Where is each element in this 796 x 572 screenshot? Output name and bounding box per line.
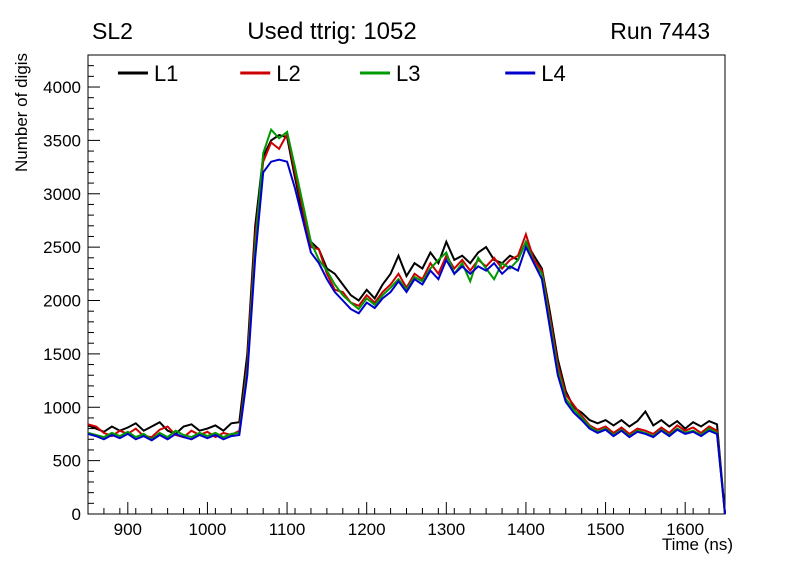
x-tick-label: 1300 [427, 520, 465, 539]
y-tick-label: 3500 [43, 131, 81, 150]
x-tick-label: 900 [114, 520, 142, 539]
y-tick-label: 1000 [43, 398, 81, 417]
legend-label-L2: L2 [276, 61, 300, 86]
x-tick-label: 1600 [666, 520, 704, 539]
series-line-L2 [87, 131, 726, 515]
x-tick-label: 1100 [269, 520, 306, 539]
x-tick-label: 1200 [348, 520, 386, 539]
legend-label-L4: L4 [541, 61, 565, 86]
x-tick-label: 1500 [587, 520, 625, 539]
x-tick-label: 1000 [189, 520, 227, 539]
y-tick-label: 3000 [43, 185, 81, 204]
run-label: Run 7443 [610, 18, 710, 44]
legend-label-L1: L1 [154, 61, 178, 86]
series-line-L1 [87, 134, 726, 515]
y-tick-label: 2000 [43, 292, 81, 311]
y-tick-label: 2500 [43, 238, 81, 257]
y-tick-label: 0 [72, 505, 81, 524]
y-axis-title: Number of digis [12, 53, 31, 172]
series-line-L4 [87, 158, 726, 515]
x-tick-label: 1400 [507, 520, 545, 539]
plot-frame [87, 54, 726, 515]
series-line-L3 [87, 127, 726, 515]
y-tick-label: 4000 [43, 78, 81, 97]
pad-label-sl2: SL2 [92, 18, 133, 44]
legend-label-L3: L3 [396, 61, 420, 86]
plot-title: Used ttrig: 1052 [247, 18, 417, 45]
x-axis-title: Time (ns) [662, 535, 733, 554]
y-tick-label: 1500 [43, 345, 81, 364]
y-tick-label: 500 [53, 452, 81, 471]
